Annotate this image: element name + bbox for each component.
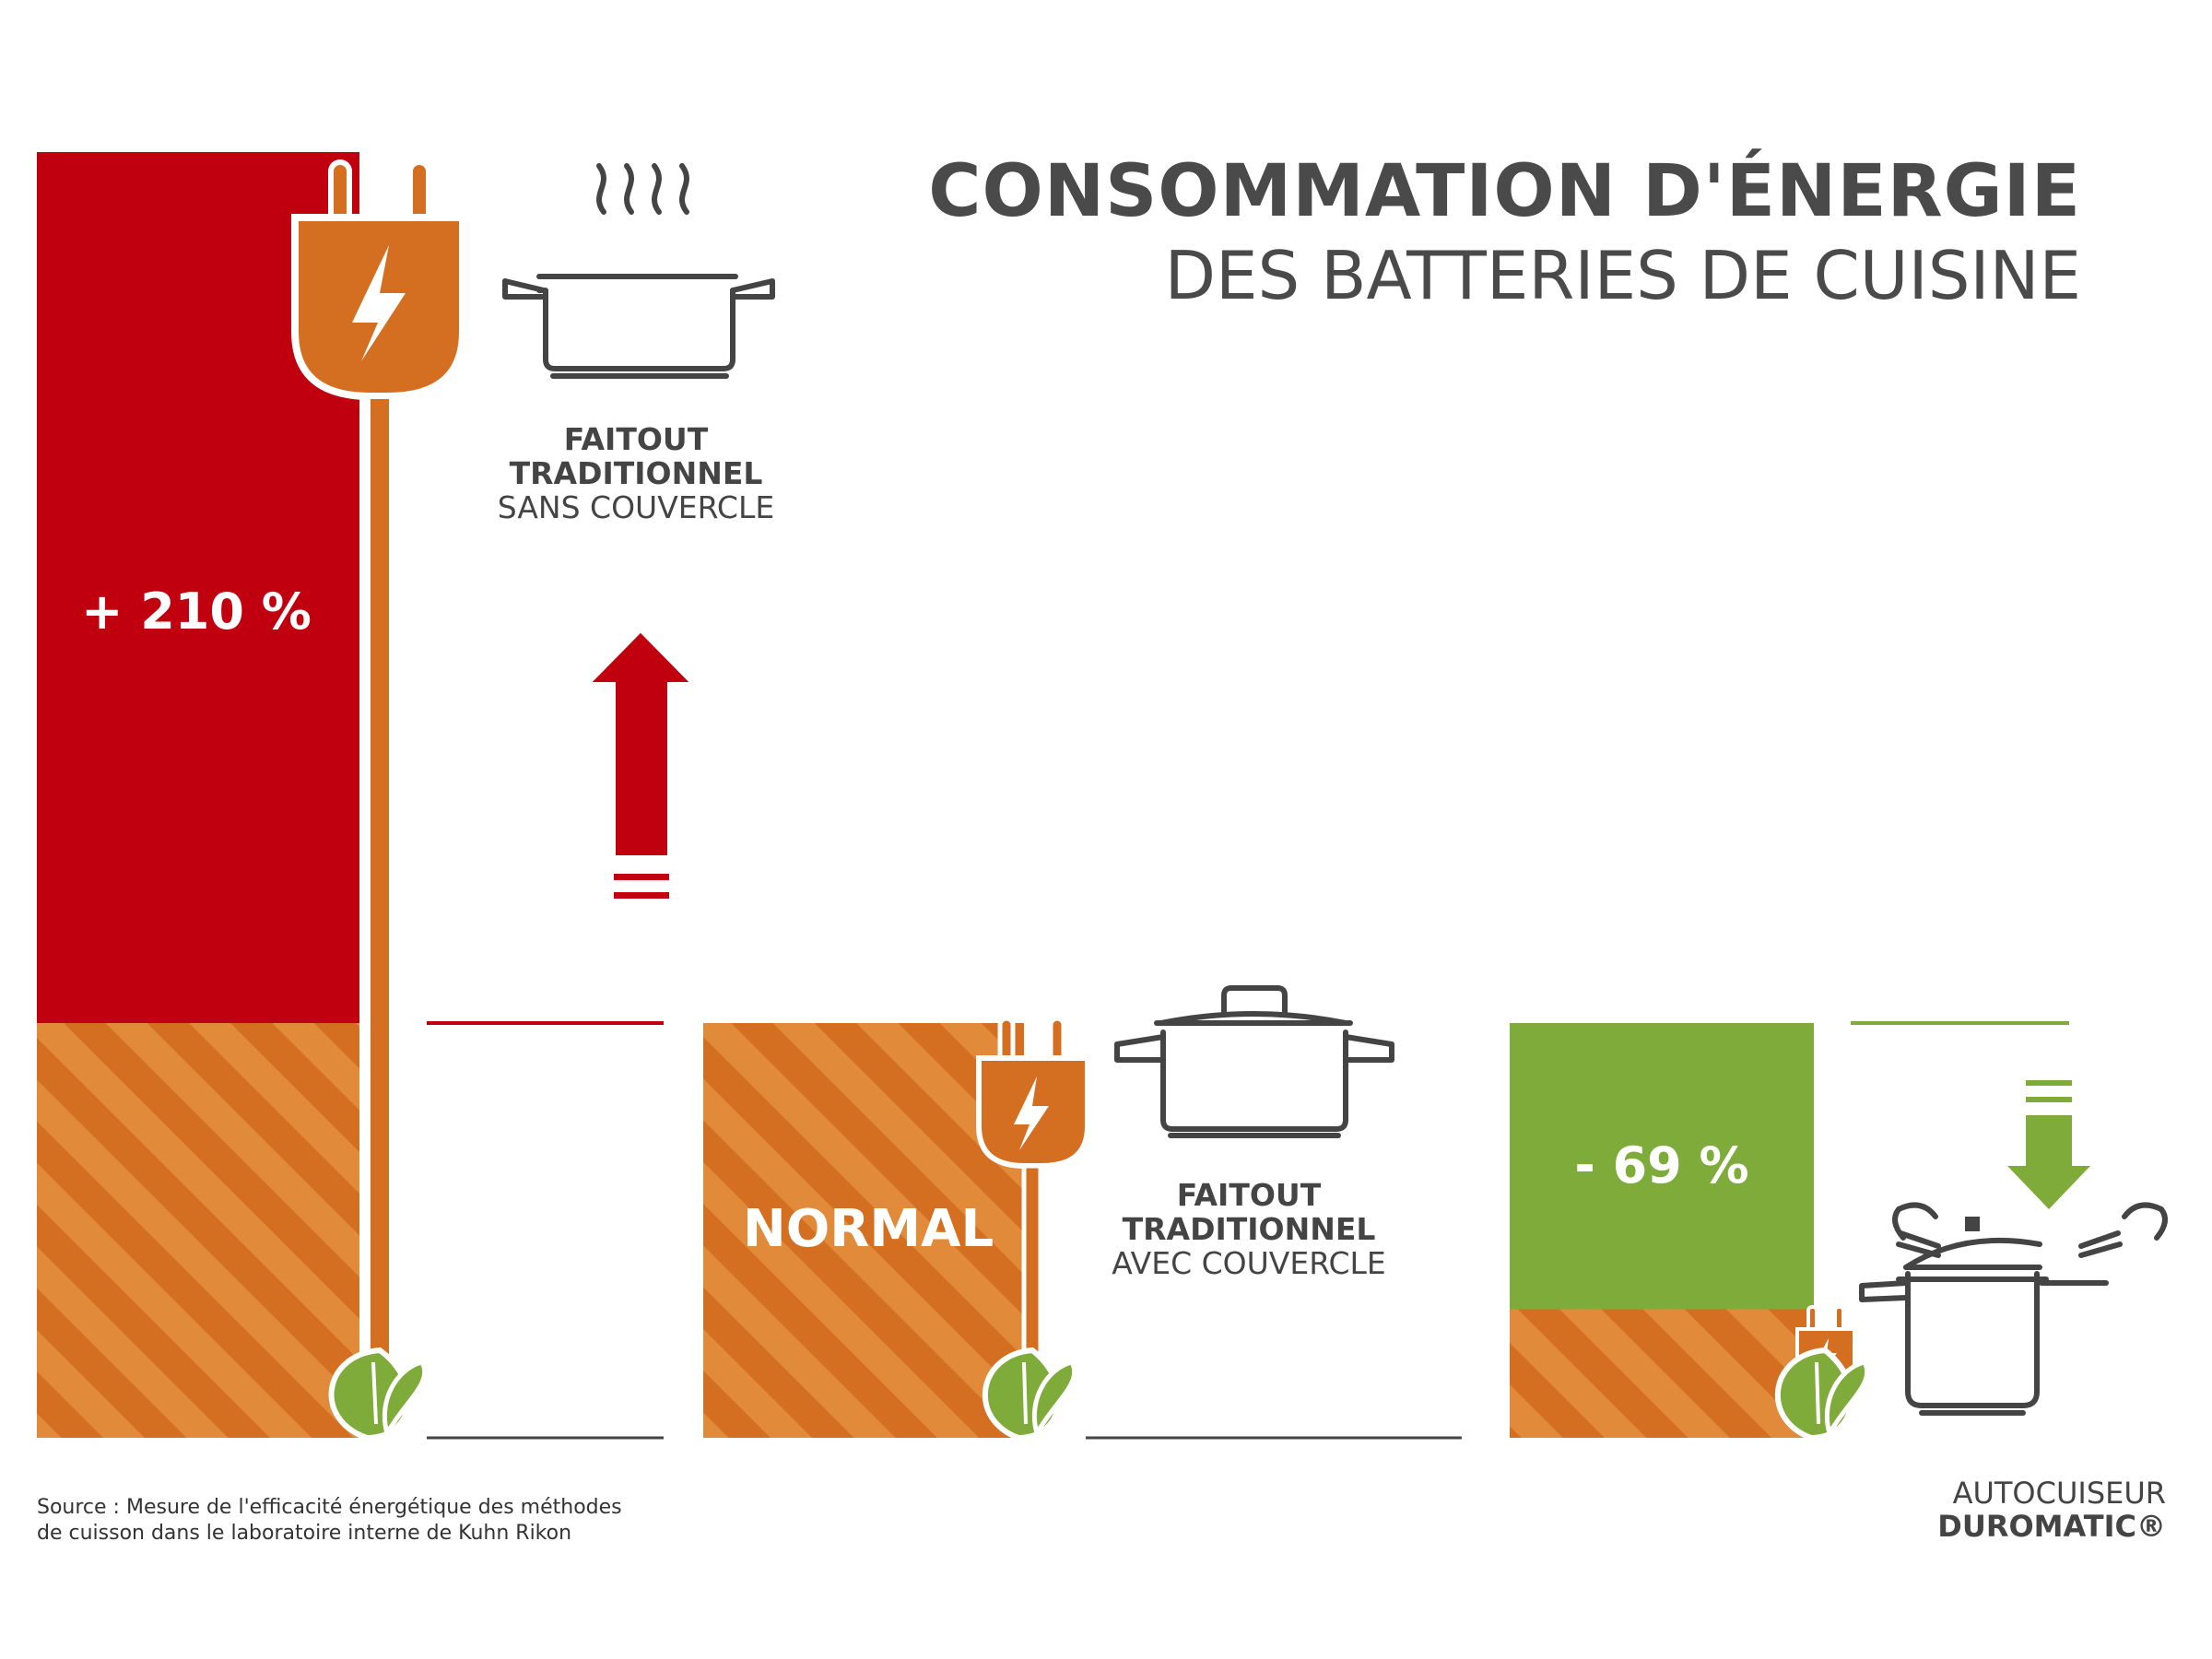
title-line-2: DES BATTERIES DE CUISINE [1164,237,2081,314]
leaf-icon-2 [982,1347,1077,1441]
bar-decrease-duromatic [1510,1023,1814,1310]
chart-title: CONSOMMATION D'ÉNERGIE DES BATTERIES DE … [928,149,2081,317]
source-note: Source : Mesure de l'efficacité énergéti… [37,1495,622,1547]
leaf-icon-3 [1774,1347,1870,1441]
label-1-bold: FAITOUT [563,421,709,457]
label-avec-couvercle: FAITOUT TRADITIONNEL AVEC COUVERCLE [1078,1178,1419,1280]
label-sans-couvercle: FAITOUT TRADITIONNEL SANS COUVERCLE [479,422,793,524]
leaf-icon-1 [328,1347,428,1441]
arrow-up-icon [583,628,698,899]
bar-baseline-avec-couvercle [703,1023,1024,1438]
label-1-regular: SANS COUVERCLE [497,489,775,525]
data-label-normal: NORMAL [743,1199,994,1259]
label-duromatic: AUTOCUISEUR DUROMATIC® [1937,1477,2166,1543]
title-line-1: CONSOMMATION D'ÉNERGIE [928,150,2081,233]
source-line-1: Source : Mesure de l'efficacité énergéti… [37,1496,622,1519]
label-3-bold: DUROMATIC® [1937,1509,2166,1544]
pressure-cooker-icon [1859,1202,2168,1416]
plug-icon-medium [976,1016,1090,1408]
data-label-decrease: - 69 % [1574,1136,1748,1194]
pot-with-lid-icon [1114,985,1394,1138]
arrow-down-icon [2007,1080,2090,1209]
bar-baseline-sans-couvercle [37,1023,359,1438]
data-label-increase: + 210 % [81,582,312,641]
label-2-bold: FAITOUT [1176,1177,1322,1213]
source-line-2: de cuisson dans le laboratoire interne d… [37,1522,572,1545]
pot-without-lid-icon [502,163,775,379]
label-2-bold2: TRADITIONNEL [1122,1211,1376,1247]
bar-baseline-duromatic [1510,1309,1814,1438]
label-3-regular: AUTOCUISEUR [1952,1476,2166,1511]
label-1-bold2: TRADITIONNEL [509,455,763,491]
label-2-regular: AVEC COUVERCLE [1112,1245,1386,1281]
